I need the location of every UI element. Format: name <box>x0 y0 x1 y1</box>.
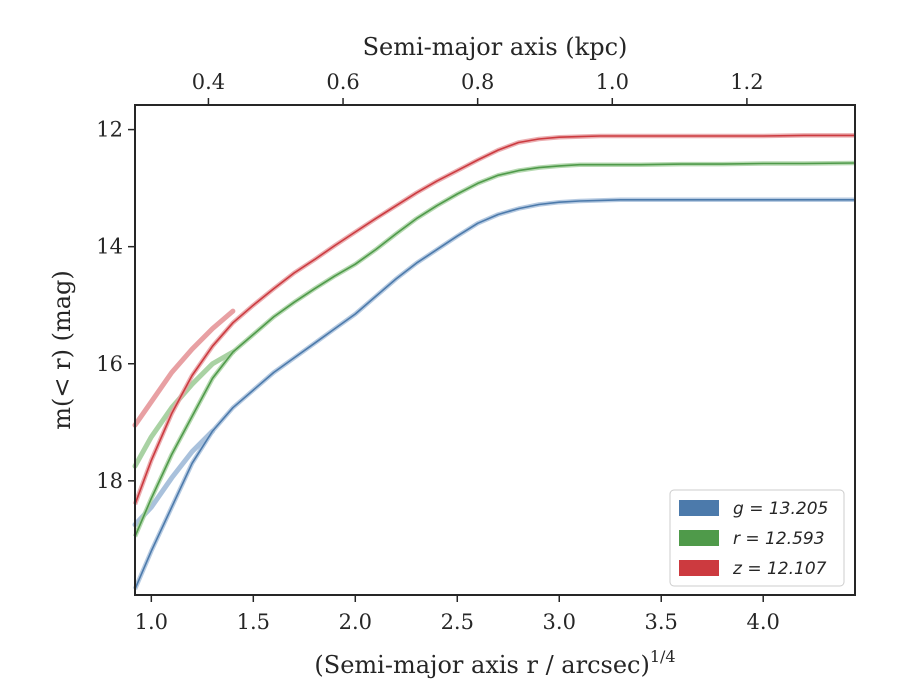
x-tick-label: 1.5 <box>237 610 270 634</box>
plot-frame <box>134 104 856 596</box>
top-tick-label: 0.4 <box>192 70 225 94</box>
legend-swatch-2 <box>679 560 719 576</box>
x-axis-title-main: (Semi-major axis r / arcsec) <box>314 651 649 679</box>
y-tick-label: 12 <box>96 118 123 142</box>
x-axis-title-superscript: 1/4 <box>650 647 676 666</box>
top-axis-ticks: 0.4 0.6 0.8 1.0 1.2 <box>192 70 764 105</box>
top-tick-label: 1.0 <box>596 70 629 94</box>
legend-label-0: g = 13.205 <box>733 499 828 519</box>
series-line-2 <box>134 134 855 505</box>
x-axis-title-top: Semi-major axis (kpc) <box>363 33 628 61</box>
legend-label-1: r = 12.593 <box>733 529 825 549</box>
top-tick-label: 0.6 <box>326 70 359 94</box>
y-tick-label: 14 <box>96 235 123 259</box>
y-tick-label: 16 <box>96 352 123 376</box>
left-axis-ticks: 12 14 16 18 <box>96 118 135 493</box>
top-tick-label: 0.8 <box>461 70 494 94</box>
x-tick-label: 3.0 <box>543 610 576 634</box>
legend: g = 13.205 r = 12.593 z = 12.107 <box>669 489 845 587</box>
x-tick-label: 1.0 <box>135 610 168 634</box>
legend-swatch-1 <box>679 530 719 546</box>
y-axis-title: m(< r) (mag) <box>48 270 76 429</box>
x-tick-label: 2.5 <box>441 610 474 634</box>
legend-label-2: z = 12.107 <box>732 559 827 579</box>
series-band-2 <box>132 308 236 428</box>
y-tick-label: 18 <box>96 469 123 493</box>
bottom-axis-ticks: 1.0 1.5 2.0 2.5 3.0 3.5 4.0 <box>135 595 780 634</box>
x-tick-label: 2.0 <box>339 610 372 634</box>
series-line-0 <box>134 199 855 590</box>
x-tick-label: 4.0 <box>747 610 780 634</box>
x-axis-title-bottom: (Semi-major axis r / arcsec)1/4 <box>314 647 675 679</box>
top-tick-label: 1.2 <box>730 70 763 94</box>
x-tick-label: 3.5 <box>645 610 678 634</box>
series-line-1 <box>134 162 856 537</box>
series-layer <box>132 133 856 590</box>
legend-swatch-0 <box>679 500 719 516</box>
